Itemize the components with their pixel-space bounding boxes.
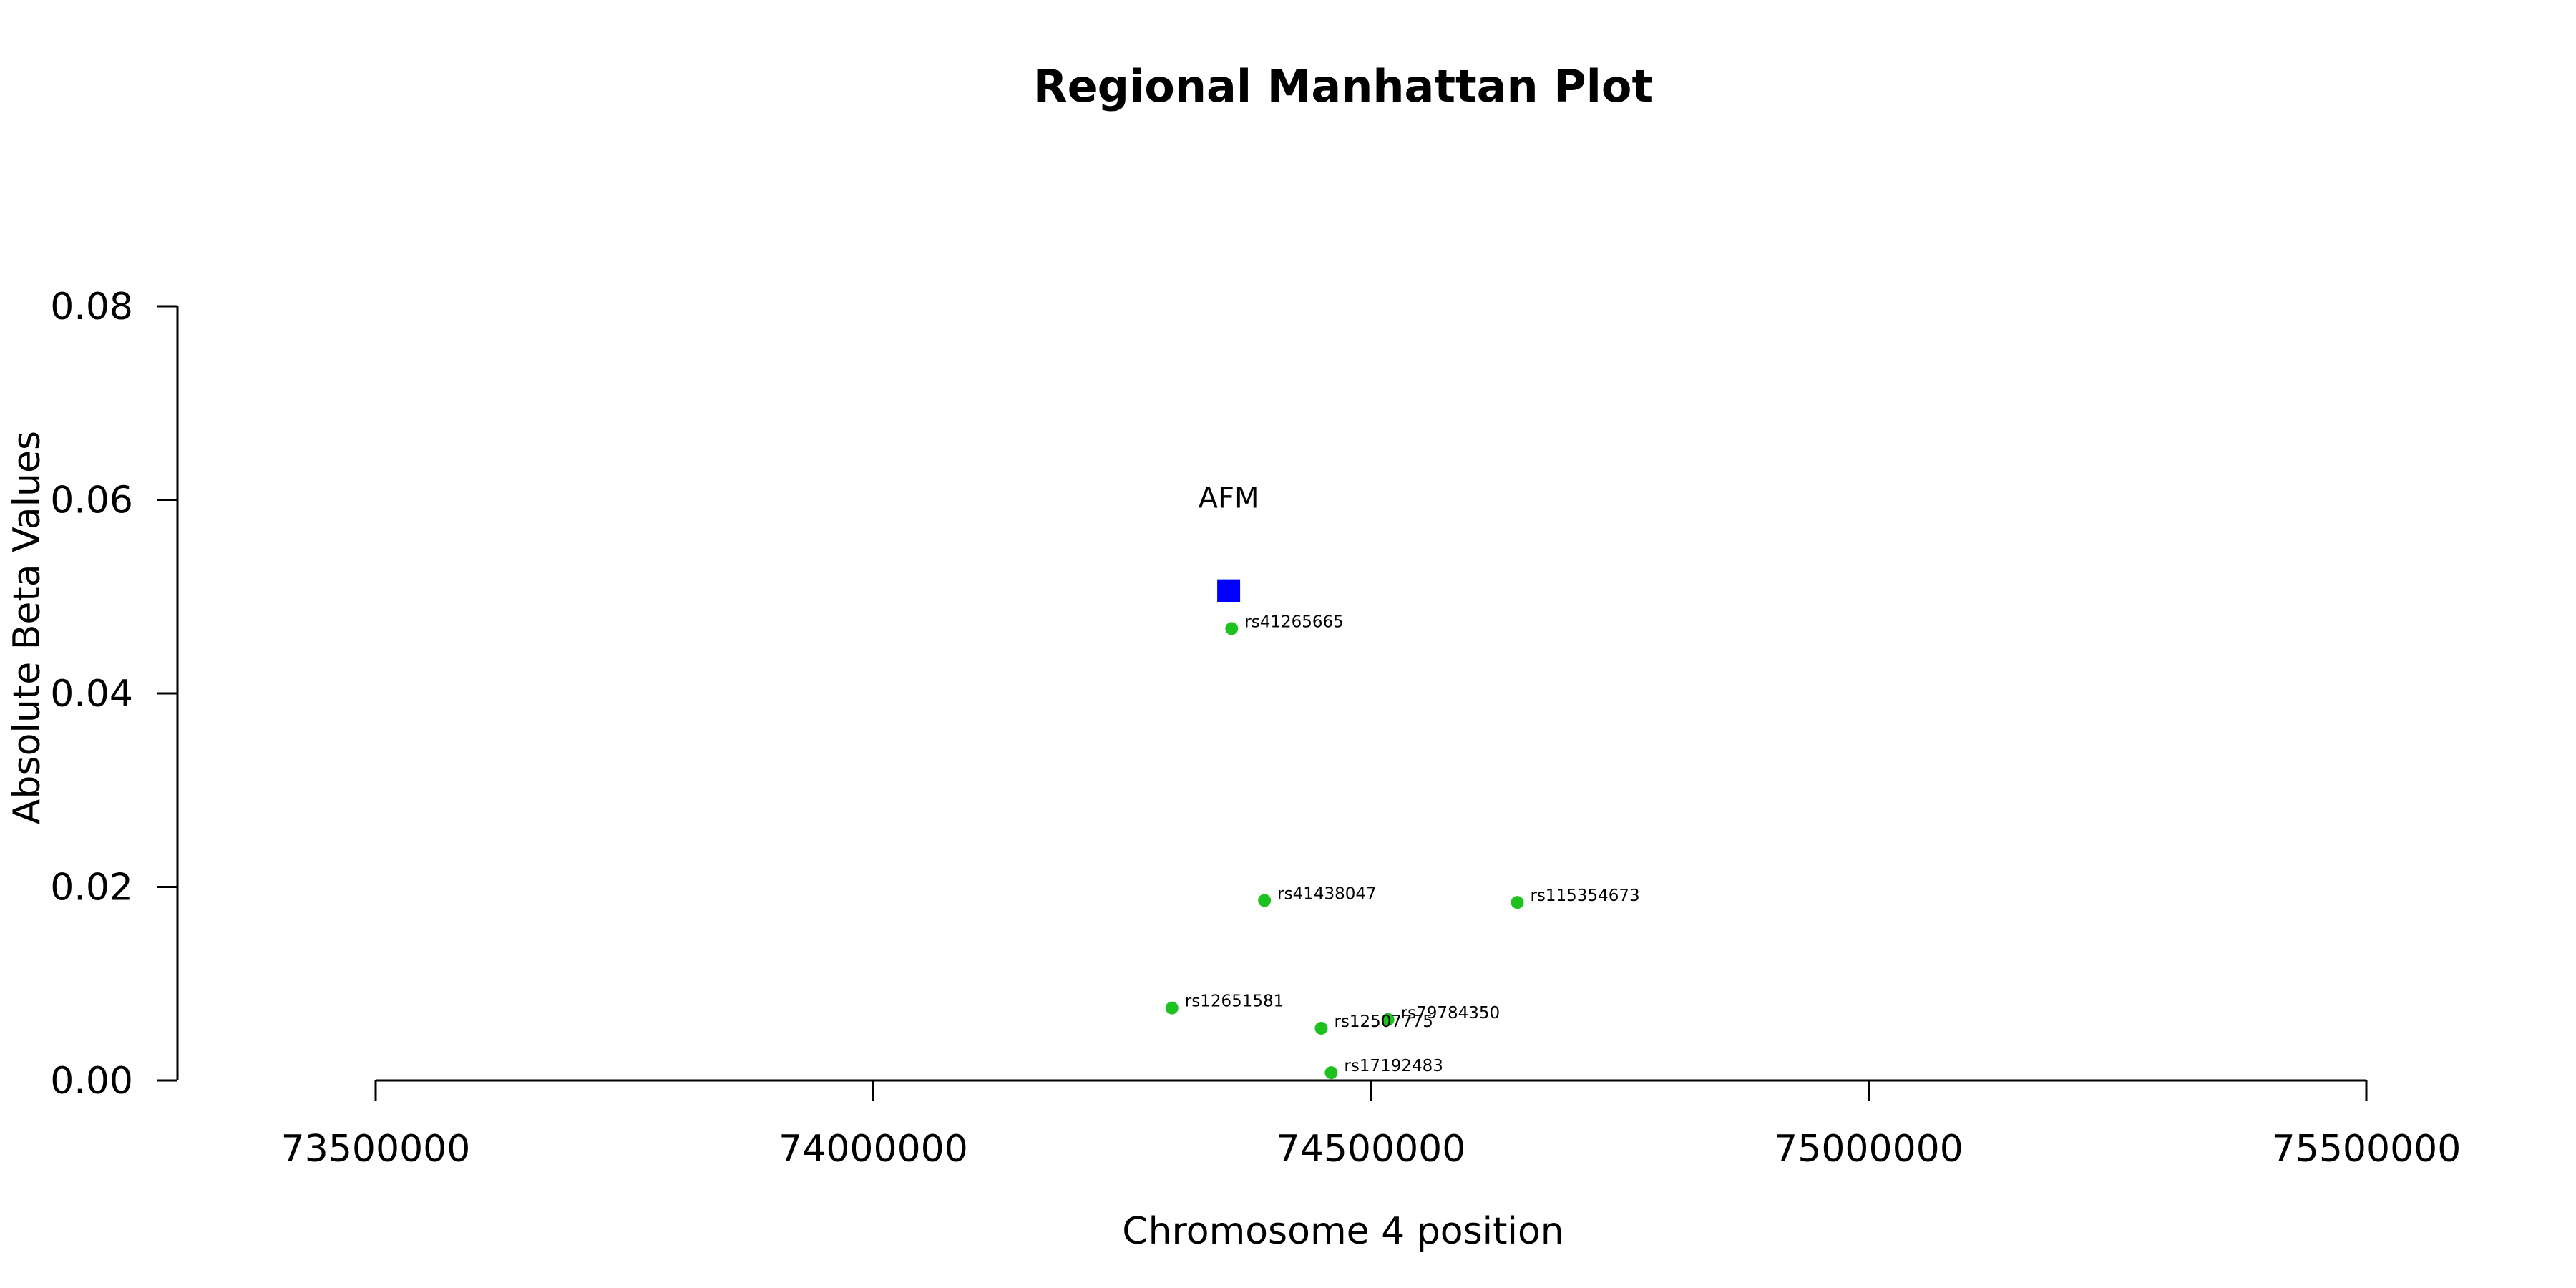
y-tick-label: 0.08 <box>50 286 133 328</box>
y-tick-label: 0.02 <box>50 867 133 909</box>
snp-label: rs12507775 <box>1334 1013 1433 1031</box>
x-tick-label: 75000000 <box>1774 1128 1963 1171</box>
y-axis: 0.00 0.02 0.04 0.06 0.08 <box>50 286 179 1103</box>
snp-label: rs41438047 <box>1277 884 1377 903</box>
snp-label: rs41265665 <box>1244 613 1344 631</box>
snp-point <box>1381 1013 1395 1026</box>
plot-area: AFM rs41265665 rs41438047 rs115354673 rs1265… <box>1165 482 1640 1080</box>
snp-point <box>1314 1021 1328 1035</box>
x-tick-label: 75500000 <box>2272 1128 2462 1171</box>
gene-label: AFM <box>1199 482 1259 515</box>
snp-point <box>1324 1066 1338 1080</box>
snp-point <box>1511 896 1524 909</box>
snp-label: rs115354673 <box>1530 887 1639 905</box>
snp-point <box>1165 1001 1179 1015</box>
snp-label: rs79784350 <box>1401 1004 1501 1023</box>
y-tick-label: 0.04 <box>50 673 133 716</box>
snp-label: rs12651581 <box>1185 992 1284 1011</box>
snp-point <box>1258 894 1272 907</box>
snp-point <box>1225 622 1239 635</box>
y-tick-label: 0.00 <box>50 1060 133 1103</box>
x-tick-label: 73500000 <box>281 1128 471 1171</box>
y-tick-label: 0.06 <box>50 479 133 522</box>
x-tick-label: 74000000 <box>779 1128 968 1171</box>
snp-label: rs17192483 <box>1344 1057 1443 1075</box>
x-tick-label: 74500000 <box>1277 1128 1466 1171</box>
x-axis-label: Chromosome 4 position <box>1122 1210 1563 1253</box>
gene-marker <box>1217 579 1241 602</box>
chart-title: Regional Manhattan Plot <box>1033 60 1653 112</box>
x-axis: 73500000 74000000 74500000 75000000 75500000 <box>281 1079 2462 1171</box>
y-axis-label: Absolute Beta Values <box>6 431 49 824</box>
